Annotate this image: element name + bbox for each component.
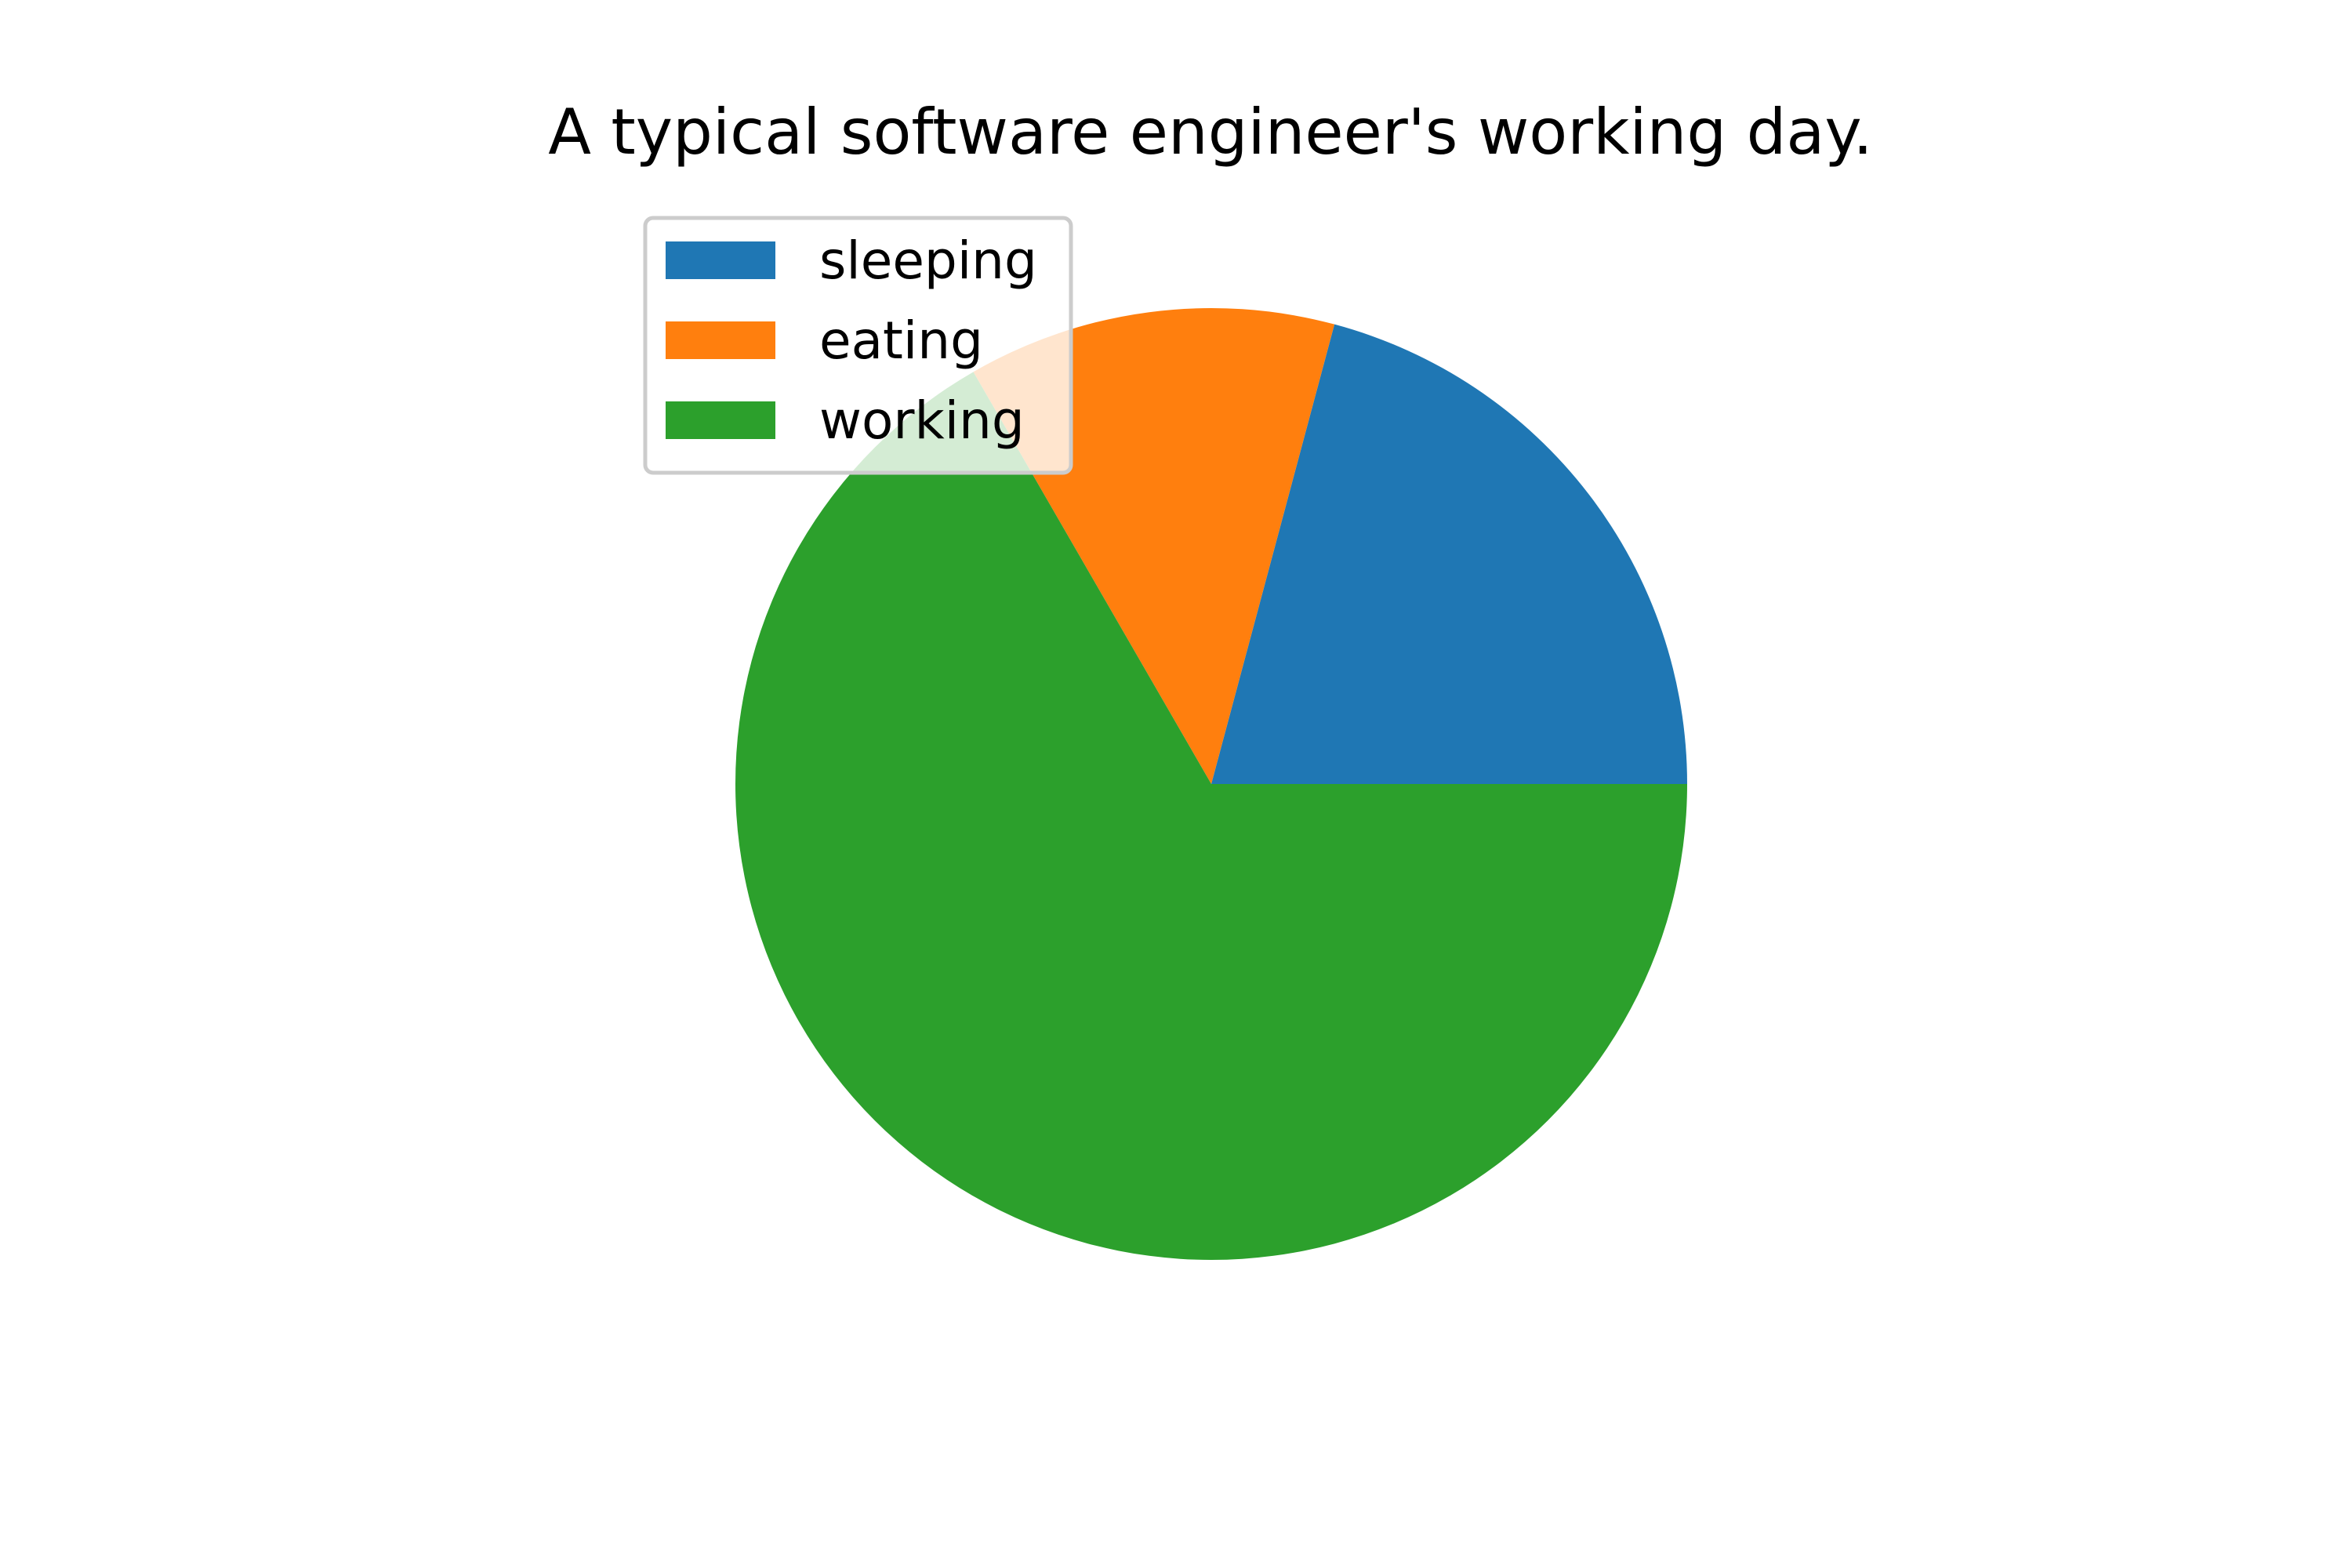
legend-label-working: working [819, 390, 1025, 451]
chart-title: A typical software engineer's working da… [548, 96, 1873, 169]
legend-swatch-working [666, 401, 775, 439]
pie-slice-sleeping [1211, 324, 1687, 785]
legend: sleeping eating working [643, 216, 1073, 475]
pie-slice-working [735, 372, 1687, 1260]
legend-items: sleeping eating working [666, 230, 1037, 451]
legend-swatch-eating [666, 321, 775, 359]
legend-swatch-sleeping [666, 241, 775, 279]
legend-label-sleeping: sleeping [819, 230, 1037, 291]
legend-label-eating: eating [819, 310, 983, 371]
